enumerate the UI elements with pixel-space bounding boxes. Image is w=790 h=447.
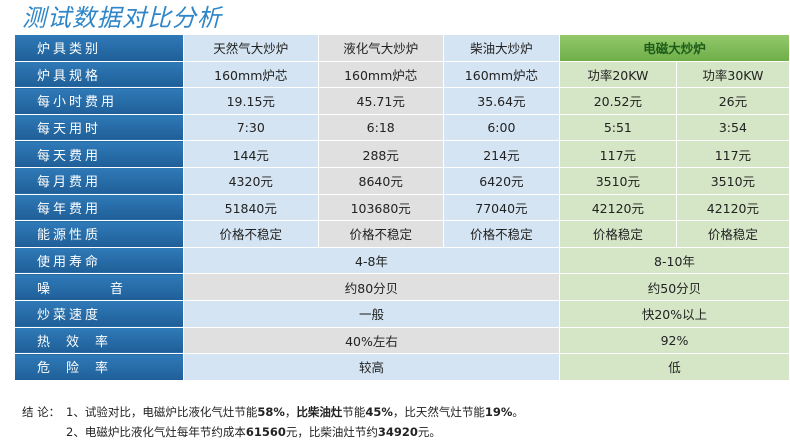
cell-noise-induction: 约50分贝 xyxy=(559,273,790,301)
highlight-value: 45% xyxy=(365,405,393,419)
cell-yearly-cost-lpg: 103680元 xyxy=(318,194,444,222)
cell-spec-natural-gas: 160mm炉芯 xyxy=(183,61,319,89)
cell-lifespan-traditional: 4-8年 xyxy=(183,247,560,275)
conclusion-text: 2、电磁炉比液化气灶每年节约成本 xyxy=(66,425,246,439)
conclusion-line-1: 结 论： 1、试验对比，电磁炉比液化气灶节能58%，比柴油灶节能45%，比天然气灶… xyxy=(22,402,524,422)
cell-lifespan-induction: 8-10年 xyxy=(559,247,790,275)
cell-energy-ind30: 价格稳定 xyxy=(676,220,790,248)
header-lpg: 液化气大炒炉 xyxy=(318,35,444,62)
conclusion-line-2: 2、电磁炉比液化气灶每年节约成本61560元，比柴油灶节约34920元。 xyxy=(22,422,524,442)
cell-hourly-diesel: 35.64元 xyxy=(443,87,560,115)
conclusion-text: 元，比柴油灶节约 xyxy=(285,425,378,439)
cell-hourly-ind30: 26元 xyxy=(676,87,790,115)
conclusion: 结 论： 1、试验对比，电磁炉比液化气灶节能58%，比柴油灶节能45%，比天然气灶… xyxy=(22,402,524,442)
cell-energy-lpg: 价格不稳定 xyxy=(318,220,444,248)
cell-daily-hours-ind30: 3:54 xyxy=(676,114,790,142)
cell-daily-cost-lpg: 288元 xyxy=(318,140,444,168)
header-induction: 电磁大炒炉 xyxy=(559,35,790,62)
highlight-value: 58% xyxy=(257,405,285,419)
table-row: 使用寿命 4-8年 8-10年 xyxy=(15,247,790,275)
table-row: 每天费用 144元 288元 214元 117元 117元 xyxy=(15,140,790,168)
row-label-lifespan: 使用寿命 xyxy=(15,247,185,275)
cell-efficiency-induction: 92% xyxy=(559,327,790,355)
conclusion-text: 1、试验对比，电磁炉比液化气灶节能 xyxy=(66,405,258,419)
conclusion-text: 元。 xyxy=(417,425,441,439)
row-label-noise-text: 噪音 xyxy=(37,281,184,297)
highlight-value: 34920 xyxy=(377,425,418,439)
cell-spec-lpg: 160mm炉芯 xyxy=(318,61,444,89)
conclusion-text: ，比天然气灶节能 xyxy=(392,405,485,419)
highlight-text: 比柴油灶 xyxy=(296,405,343,419)
row-label-yearly-cost: 每年费用 xyxy=(15,194,185,222)
table-row: 热效率 40%左右 92% xyxy=(15,327,790,355)
cell-monthly-cost-natural-gas: 4320元 xyxy=(183,167,319,195)
highlight-value: 19% xyxy=(484,405,513,419)
cell-daily-hours-ind20: 5:51 xyxy=(559,114,677,142)
cell-energy-diesel: 价格不稳定 xyxy=(443,220,560,248)
cell-daily-hours-lpg: 6:18 xyxy=(318,114,444,142)
cell-speed-traditional: 一般 xyxy=(183,300,560,328)
table-row: 炉具规格 160mm炉芯 160mm炉芯 160mm炉芯 功率20KW 功率30… xyxy=(15,61,790,89)
conclusion-text: ， xyxy=(284,405,297,419)
cell-daily-hours-natural-gas: 7:30 xyxy=(183,114,319,142)
row-label-energy: 能源性质 xyxy=(15,220,185,248)
cell-monthly-cost-ind20: 3510元 xyxy=(559,167,677,195)
row-label-efficiency: 热效率 xyxy=(15,327,185,355)
cell-spec-diesel: 160mm炉芯 xyxy=(443,61,560,89)
cell-danger-induction: 低 xyxy=(559,353,790,381)
cell-yearly-cost-ind20: 42120元 xyxy=(559,194,677,222)
cell-danger-traditional: 较高 xyxy=(183,353,560,381)
cell-monthly-cost-diesel: 6420元 xyxy=(443,167,560,195)
cell-yearly-cost-natural-gas: 51840元 xyxy=(183,194,319,222)
row-label-hourly: 每小时费用 xyxy=(15,87,185,115)
row-label-danger: 危险率 xyxy=(15,353,185,381)
table-row: 每小时费用 19.15元 45.71元 35.64元 20.52元 26元 xyxy=(15,87,790,115)
row-label-danger-text: 危险率 xyxy=(37,361,125,377)
row-label-spec: 炉具规格 xyxy=(15,61,185,89)
row-label-daily-hours: 每天用时 xyxy=(15,114,185,142)
table-row: 每天用时 7:30 6:18 6:00 5:51 3:54 xyxy=(15,114,790,142)
cell-hourly-natural-gas: 19.15元 xyxy=(183,87,319,115)
table-row: 噪音 约80分贝 约50分贝 xyxy=(15,273,790,301)
table-row: 每月费用 4320元 8640元 6420元 3510元 3510元 xyxy=(15,167,790,195)
table-header-row: 炉具类别 天然气大炒炉 液化气大炒炉 柴油大炒炉 电磁大炒炉 xyxy=(15,35,790,62)
cell-daily-hours-diesel: 6:00 xyxy=(443,114,560,142)
conclusion-text: 。 xyxy=(512,405,524,419)
cell-daily-cost-diesel: 214元 xyxy=(443,140,560,168)
cell-daily-cost-ind20: 117元 xyxy=(559,140,677,168)
header-diesel: 柴油大炒炉 xyxy=(443,35,560,62)
row-label-speed: 炒菜速度 xyxy=(15,300,185,328)
row-label-efficiency-text: 热效率 xyxy=(37,334,125,350)
cell-energy-ind20: 价格稳定 xyxy=(559,220,677,248)
cell-monthly-cost-ind30: 3510元 xyxy=(676,167,790,195)
cell-spec-ind30: 功率30KW xyxy=(676,61,790,89)
table-row: 危险率 较高 低 xyxy=(15,353,790,381)
cell-energy-natural-gas: 价格不稳定 xyxy=(183,220,319,248)
conclusion-prefix: 结 论： xyxy=(22,405,61,419)
cell-hourly-ind20: 20.52元 xyxy=(559,87,677,115)
cell-efficiency-traditional: 40%左右 xyxy=(183,327,560,355)
conclusion-text: 节能 xyxy=(342,405,366,419)
cell-spec-ind20: 功率20KW xyxy=(559,61,677,89)
row-label-monthly-cost: 每月费用 xyxy=(15,167,185,195)
cell-monthly-cost-lpg: 8640元 xyxy=(318,167,444,195)
highlight-value: 61560 xyxy=(245,425,286,439)
header-natural-gas: 天然气大炒炉 xyxy=(183,35,319,62)
cell-noise-traditional: 约80分贝 xyxy=(183,273,560,301)
table-row: 每年费用 51840元 103680元 77040元 42120元 42120元 xyxy=(15,194,790,222)
row-label-stove-type: 炉具类别 xyxy=(15,35,185,62)
cell-yearly-cost-diesel: 77040元 xyxy=(443,194,560,222)
cell-daily-cost-ind30: 117元 xyxy=(676,140,790,168)
comparison-table: 炉具类别 天然气大炒炉 液化气大炒炉 柴油大炒炉 电磁大炒炉 炉具规格 160m… xyxy=(15,35,790,381)
page-title: 测试数据对比分析 xyxy=(22,4,222,32)
cell-speed-induction: 快20%以上 xyxy=(559,300,790,328)
cell-yearly-cost-ind30: 42120元 xyxy=(676,194,790,222)
table-row: 能源性质 价格不稳定 价格不稳定 价格不稳定 价格稳定 价格稳定 xyxy=(15,220,790,248)
row-label-noise: 噪音 xyxy=(15,273,185,301)
cell-hourly-lpg: 45.71元 xyxy=(318,87,444,115)
cell-daily-cost-natural-gas: 144元 xyxy=(183,140,319,168)
table-row: 炒菜速度 一般 快20%以上 xyxy=(15,300,790,328)
row-label-daily-cost: 每天费用 xyxy=(15,140,185,168)
